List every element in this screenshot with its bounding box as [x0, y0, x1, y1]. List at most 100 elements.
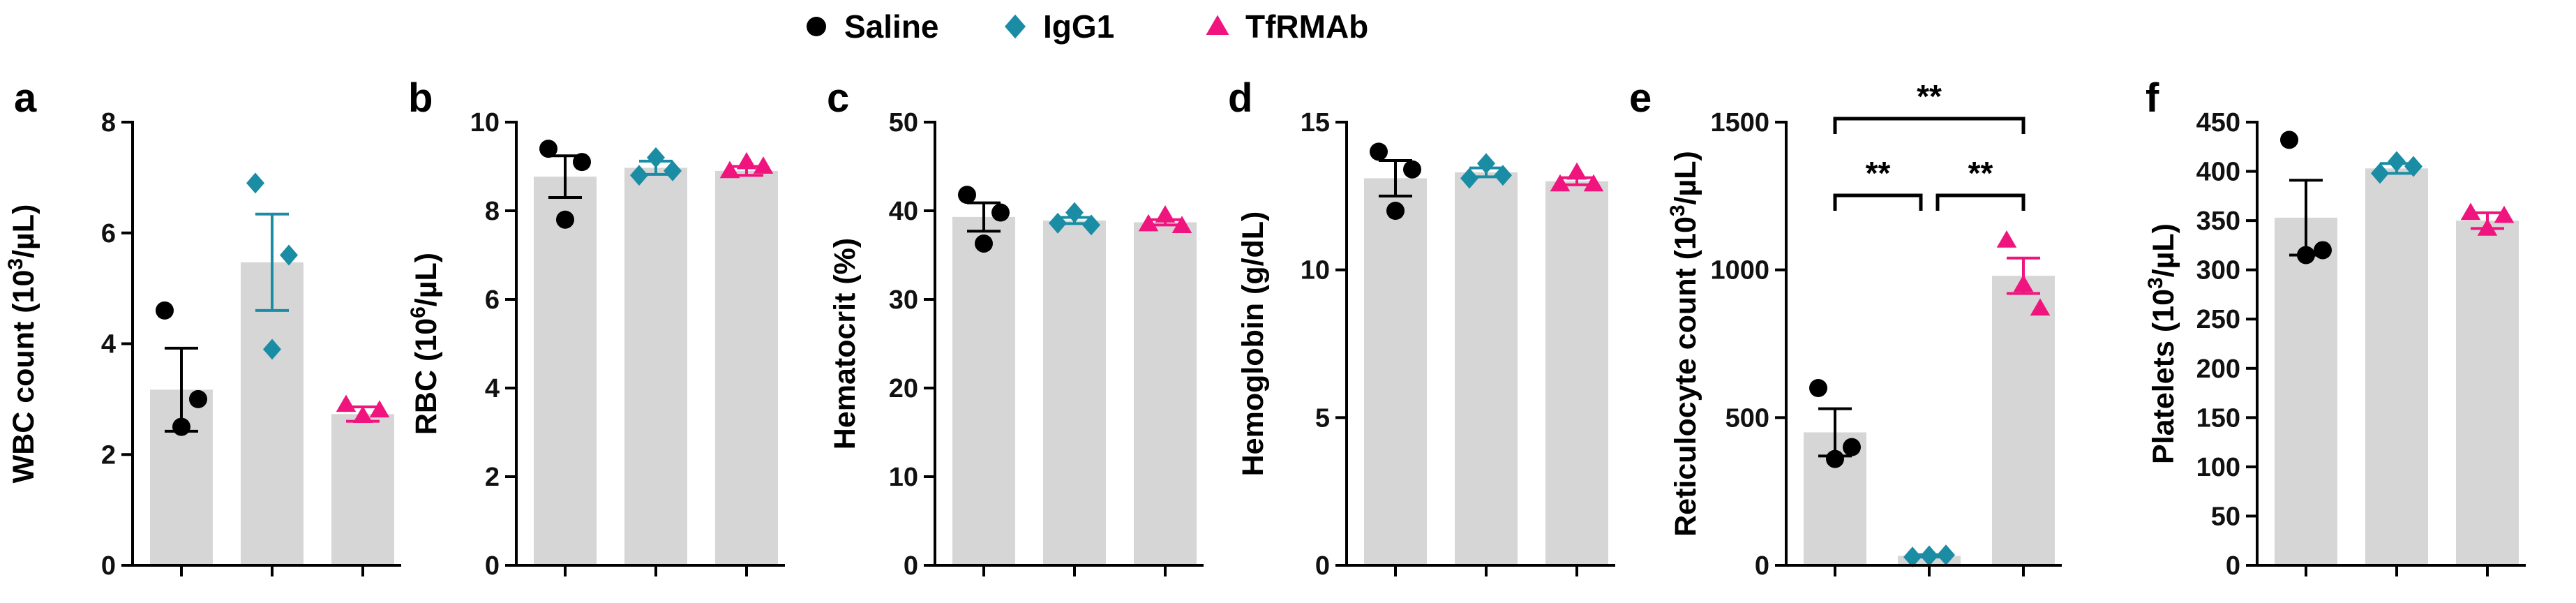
panel-letter: a	[14, 75, 37, 121]
y-axis-label-unit: /µL)	[2147, 223, 2180, 277]
y-tick-label: 8	[485, 197, 500, 226]
data-point-igg1	[263, 338, 281, 360]
legend-label: Saline	[844, 8, 939, 45]
bar-tfrmab	[1545, 181, 1608, 566]
data-point-tfrmab	[1583, 174, 1604, 192]
bar-igg1	[2365, 168, 2428, 566]
data-point-tfrmab	[336, 394, 357, 412]
panel-letter: c	[827, 75, 849, 121]
panel-letter: e	[1629, 75, 1652, 121]
y-axis-label-sup: 3	[1666, 204, 1689, 216]
legend-marker-igg1	[1005, 14, 1026, 39]
data-point-tfrmab	[369, 400, 390, 418]
significance-bracket	[1935, 193, 2025, 211]
y-tick-label: 2	[485, 463, 500, 492]
significance-label: **	[1866, 155, 1891, 191]
data-point-saline	[958, 186, 976, 204]
data-point-igg1	[1460, 168, 1478, 189]
y-tick-label: 100	[2196, 453, 2240, 482]
data-point-igg1	[1049, 212, 1067, 234]
data-point-saline	[2297, 246, 2315, 265]
y-axis-label-sup: 3	[4, 258, 27, 270]
significance-label: **	[1968, 155, 1993, 191]
y-tick-label: 10	[470, 108, 500, 137]
data-point-tfrmab	[2460, 202, 2481, 221]
data-point-tfrmab	[719, 161, 740, 179]
y-tick-label: 6	[485, 285, 500, 315]
y-tick-label: 20	[889, 374, 918, 403]
y-tick-label: 500	[1725, 403, 1769, 433]
y-tick-label: 0	[485, 551, 500, 581]
y-tick-label: 0	[1315, 551, 1330, 581]
data-point-tfrmab	[1171, 216, 1192, 233]
y-axis-label: Platelets (103/µL)	[2144, 223, 2180, 464]
data-point-saline	[556, 210, 574, 229]
legend: Saline IgG1 TfRMAb	[807, 8, 1368, 45]
panel-letter: f	[2146, 75, 2159, 121]
bar-saline	[952, 216, 1015, 565]
y-tick-label: 30	[889, 285, 918, 315]
data-point-igg1	[1065, 202, 1084, 223]
bar-tfrmab	[1992, 276, 2055, 565]
significance-bracket	[1833, 193, 1923, 211]
data-point-tfrmab	[2013, 274, 2034, 292]
y-tick-label: 200	[2196, 355, 2240, 384]
data-point-tfrmab	[2494, 205, 2515, 223]
data-point-tfrmab	[753, 156, 774, 174]
y-axis-label: Hematocrit (%)	[828, 238, 862, 449]
data-point-igg1	[2371, 163, 2389, 184]
y-axis-label-main: Hematocrit (%)	[828, 238, 862, 449]
y-tick-label: 50	[2211, 502, 2240, 531]
bar-igg1	[1043, 220, 1106, 565]
y-tick-label: 450	[2196, 108, 2240, 137]
y-tick-label: 150	[2196, 403, 2240, 433]
y-tick-label: 10	[1301, 256, 1330, 285]
y-axis-label: WBC count (103/µL)	[4, 204, 40, 484]
y-tick-label: 1000	[1710, 256, 1769, 285]
y-axis-label-main: Hemoglobin (g/dL)	[1236, 211, 1270, 477]
data-point-saline	[1370, 142, 1388, 161]
legend-marker-tfrmab	[1206, 15, 1229, 35]
data-point-saline	[1826, 449, 1844, 468]
y-tick-label: 4	[101, 330, 116, 359]
bar-tfrmab	[1134, 222, 1197, 565]
y-tick-label: 4	[485, 374, 500, 403]
data-point-saline	[1386, 202, 1405, 220]
data-point-saline	[991, 203, 1010, 222]
legend-marker-saline	[807, 17, 826, 36]
data-point-saline	[156, 301, 174, 320]
y-axis-label-sup: 6	[407, 306, 430, 318]
y-axis-label-unit: /µL)	[410, 253, 443, 306]
data-point-saline	[539, 140, 557, 158]
data-point-tfrmab	[1155, 205, 1176, 223]
panel-letter: d	[1228, 75, 1252, 121]
y-tick-label: 1500	[1710, 108, 1769, 137]
y-axis-label-main: WBC count (10	[7, 270, 40, 484]
data-point-igg1	[1920, 545, 1938, 567]
panel-c: c Hematocrit (%) 0 10 20 30 40 50	[827, 75, 1204, 581]
y-tick-label: 0	[2226, 551, 2240, 581]
data-point-saline	[1809, 379, 1827, 397]
data-point-tfrmab	[1996, 230, 2017, 248]
y-tick-label: 0	[1755, 551, 1769, 581]
bar-saline	[1364, 178, 1427, 565]
data-point-igg1	[647, 147, 665, 168]
legend-label: TfRMAb	[1245, 8, 1368, 45]
y-tick-label: 15	[1301, 108, 1330, 137]
data-point-igg1	[630, 165, 648, 186]
bar-igg1	[1455, 172, 1518, 565]
data-point-igg1	[664, 160, 682, 181]
data-point-saline	[2314, 241, 2332, 260]
data-point-igg1	[1494, 165, 1512, 186]
y-axis-label-main: Platelets (10	[2147, 289, 2180, 464]
y-tick-label: 10	[889, 463, 918, 492]
y-tick-label: 6	[101, 219, 116, 248]
y-axis-label-main: Reticulocyte count (10	[1669, 216, 1702, 537]
y-tick-label: 50	[889, 108, 918, 137]
data-point-tfrmab	[736, 151, 757, 170]
y-axis-label: Hemoglobin (g/dL)	[1236, 211, 1270, 477]
y-tick-label: 350	[2196, 207, 2240, 236]
y-tick-label: 40	[889, 197, 918, 226]
